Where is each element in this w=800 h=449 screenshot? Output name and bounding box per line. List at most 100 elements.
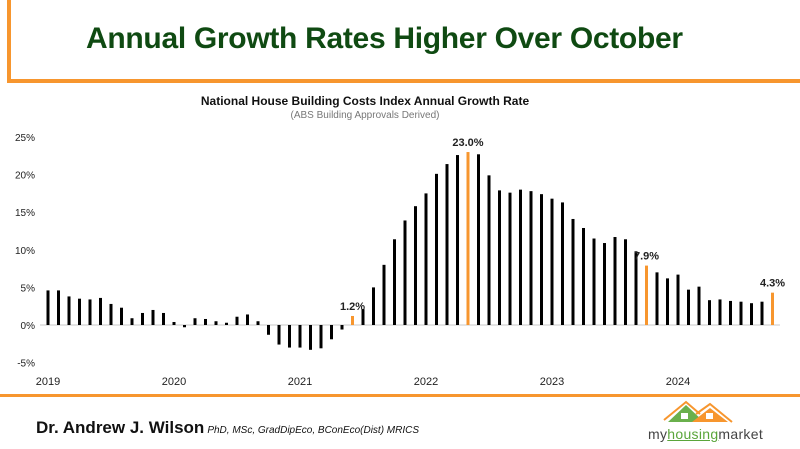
- bar: [277, 325, 281, 345]
- x-tick-label: 2022: [414, 376, 438, 388]
- bar: [708, 300, 711, 325]
- bar: [487, 175, 491, 325]
- bar: [456, 155, 459, 325]
- bar: [382, 264, 386, 325]
- myhousingmarket-logo: myhousingmarket: [648, 400, 778, 444]
- bar: [235, 316, 239, 325]
- bar: [634, 251, 638, 325]
- bar: [729, 300, 732, 325]
- bar: [267, 325, 270, 335]
- bar: [246, 314, 249, 325]
- bar: [393, 239, 396, 325]
- y-tick-label: 25%: [15, 133, 35, 144]
- data-label: 23.0%: [452, 137, 483, 149]
- footer-divider: [0, 394, 800, 397]
- bar: [645, 265, 648, 325]
- bar: [319, 325, 323, 349]
- bar: [613, 237, 617, 325]
- bar: [120, 307, 123, 325]
- bar: [99, 297, 102, 325]
- bar: [697, 286, 701, 325]
- bar: [571, 218, 575, 325]
- y-tick-label: 15%: [15, 208, 35, 219]
- bar: [582, 227, 585, 325]
- chart-subtitle: (ABS Building Approvals Derived): [290, 110, 440, 121]
- chart-title: National House Building Costs Index Annu…: [200, 94, 530, 108]
- bar: [309, 325, 312, 350]
- bar: [771, 292, 774, 325]
- bar: [372, 287, 375, 325]
- bar: [477, 154, 480, 325]
- author-name-text: Dr. Andrew J. Wilson: [36, 418, 205, 437]
- bar: [298, 325, 302, 348]
- bar: [141, 312, 144, 325]
- bar: [561, 202, 564, 325]
- bar: [603, 243, 606, 325]
- logo-part-market: market: [718, 426, 764, 442]
- bar: [403, 220, 407, 325]
- bar: [540, 194, 543, 325]
- bar: [592, 238, 596, 325]
- bar: [624, 239, 627, 325]
- bar: [162, 312, 165, 325]
- bar: [361, 309, 365, 325]
- x-tick-label: 2020: [162, 376, 186, 388]
- bar: [498, 190, 501, 325]
- logo-wordmark: myhousingmarket: [648, 426, 763, 442]
- bar: [46, 290, 50, 325]
- x-tick-label: 2019: [36, 376, 60, 388]
- x-tick-label: 2024: [666, 376, 690, 388]
- bar: [351, 315, 354, 325]
- bar: [718, 299, 722, 325]
- bar: [550, 198, 554, 325]
- bar: [519, 189, 522, 325]
- bar: [750, 303, 753, 325]
- bar: [655, 272, 659, 325]
- bar: [78, 298, 81, 325]
- y-tick-label: 10%: [15, 246, 35, 257]
- bar: [151, 309, 155, 325]
- y-tick-label: -5%: [17, 359, 35, 370]
- bar: [109, 303, 113, 325]
- bar: [183, 325, 186, 328]
- bar: [466, 152, 470, 325]
- bar: [256, 321, 260, 325]
- y-tick-label: 0%: [21, 321, 36, 332]
- bar: [445, 164, 449, 325]
- bar: [330, 325, 333, 340]
- x-tick-label: 2021: [288, 376, 312, 388]
- bar: [288, 325, 291, 348]
- data-label: 7.9%: [634, 251, 659, 263]
- author-qualifications: PhD, MSc, GradDipEco, BConEco(Dist) MRIC…: [207, 425, 420, 436]
- house-logo-icon: [663, 400, 733, 423]
- y-tick-label: 5%: [21, 283, 36, 294]
- bar: [414, 206, 417, 325]
- y-tick-label: 20%: [15, 171, 35, 182]
- logo-part-housing: housing: [667, 426, 719, 442]
- author-name: Dr. Andrew J. Wilson PhD, MSc, GradDipEco…: [36, 418, 419, 438]
- data-label: 4.3%: [760, 278, 785, 290]
- bar: [508, 192, 512, 325]
- bar: [130, 318, 134, 325]
- frame-bottom-border: [7, 79, 800, 83]
- bar: [424, 193, 428, 325]
- bar: [760, 301, 764, 325]
- bar: [666, 278, 669, 325]
- bar: [193, 318, 197, 325]
- bar: [172, 321, 176, 325]
- bar: [214, 321, 218, 325]
- x-tick-label: 2023: [540, 376, 564, 388]
- bar: [88, 299, 92, 325]
- bar: [435, 173, 438, 325]
- bar: [340, 325, 344, 330]
- page-title: Annual Growth Rates Higher Over October: [86, 22, 683, 55]
- bar: [739, 301, 743, 325]
- logo-part-my: my: [648, 426, 668, 442]
- bar: [676, 274, 680, 325]
- bar: [204, 318, 207, 325]
- bar: [67, 296, 71, 325]
- bar: [225, 322, 228, 325]
- bar: [57, 290, 60, 325]
- data-label: 1.2%: [340, 301, 365, 313]
